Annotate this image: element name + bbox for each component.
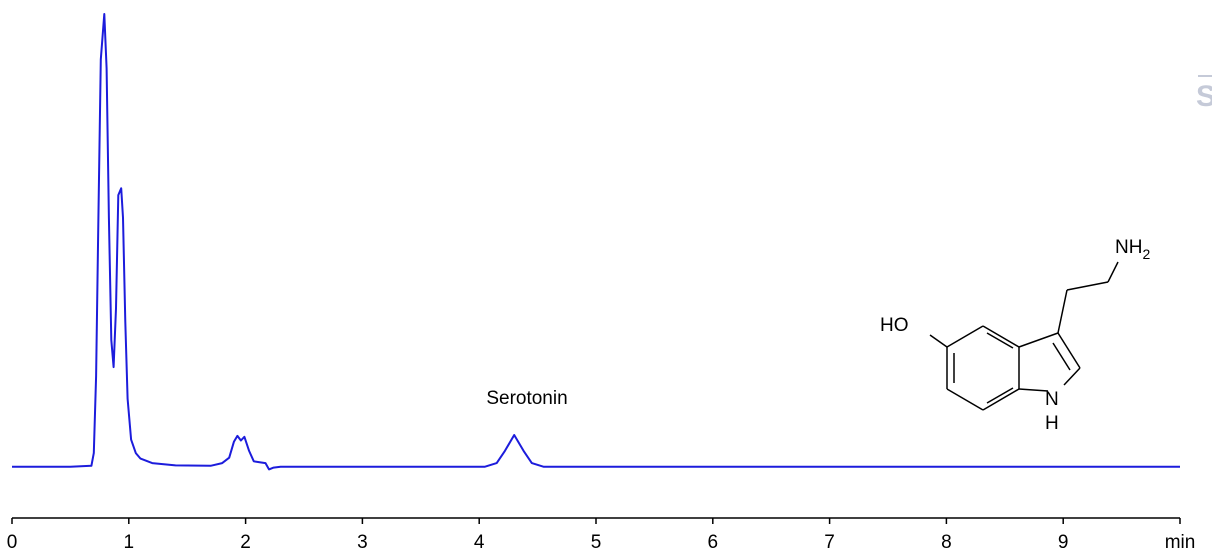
amine-text: NH — [1115, 237, 1142, 258]
watermark: S — [1196, 80, 1212, 113]
x-tick-label: 1 — [124, 532, 135, 550]
x-tick-label: 2 — [240, 532, 251, 550]
structure — [929, 261, 1119, 411]
trace — [12, 13, 1180, 471]
x-tick-label: 8 — [941, 532, 952, 550]
x-tick-label: 3 — [357, 532, 368, 550]
hydroxyl-label: HO — [880, 315, 909, 336]
x-tick-label: 4 — [474, 532, 485, 550]
amine-label: NH2 — [1115, 237, 1150, 262]
x-tick-label: 5 — [591, 532, 602, 550]
ring-n-label: N — [1045, 389, 1059, 410]
x-tick-label: 9 — [1058, 532, 1069, 550]
x-tick-label: 0 — [7, 532, 18, 550]
annotation: Serotonin — [486, 388, 567, 409]
x-tick-label: min — [1165, 532, 1196, 550]
amine-subscript: 2 — [1142, 246, 1150, 262]
x-tick-label: 7 — [824, 532, 835, 550]
x-tick-label: 6 — [708, 532, 719, 550]
ring-h-label: H — [1045, 413, 1059, 434]
